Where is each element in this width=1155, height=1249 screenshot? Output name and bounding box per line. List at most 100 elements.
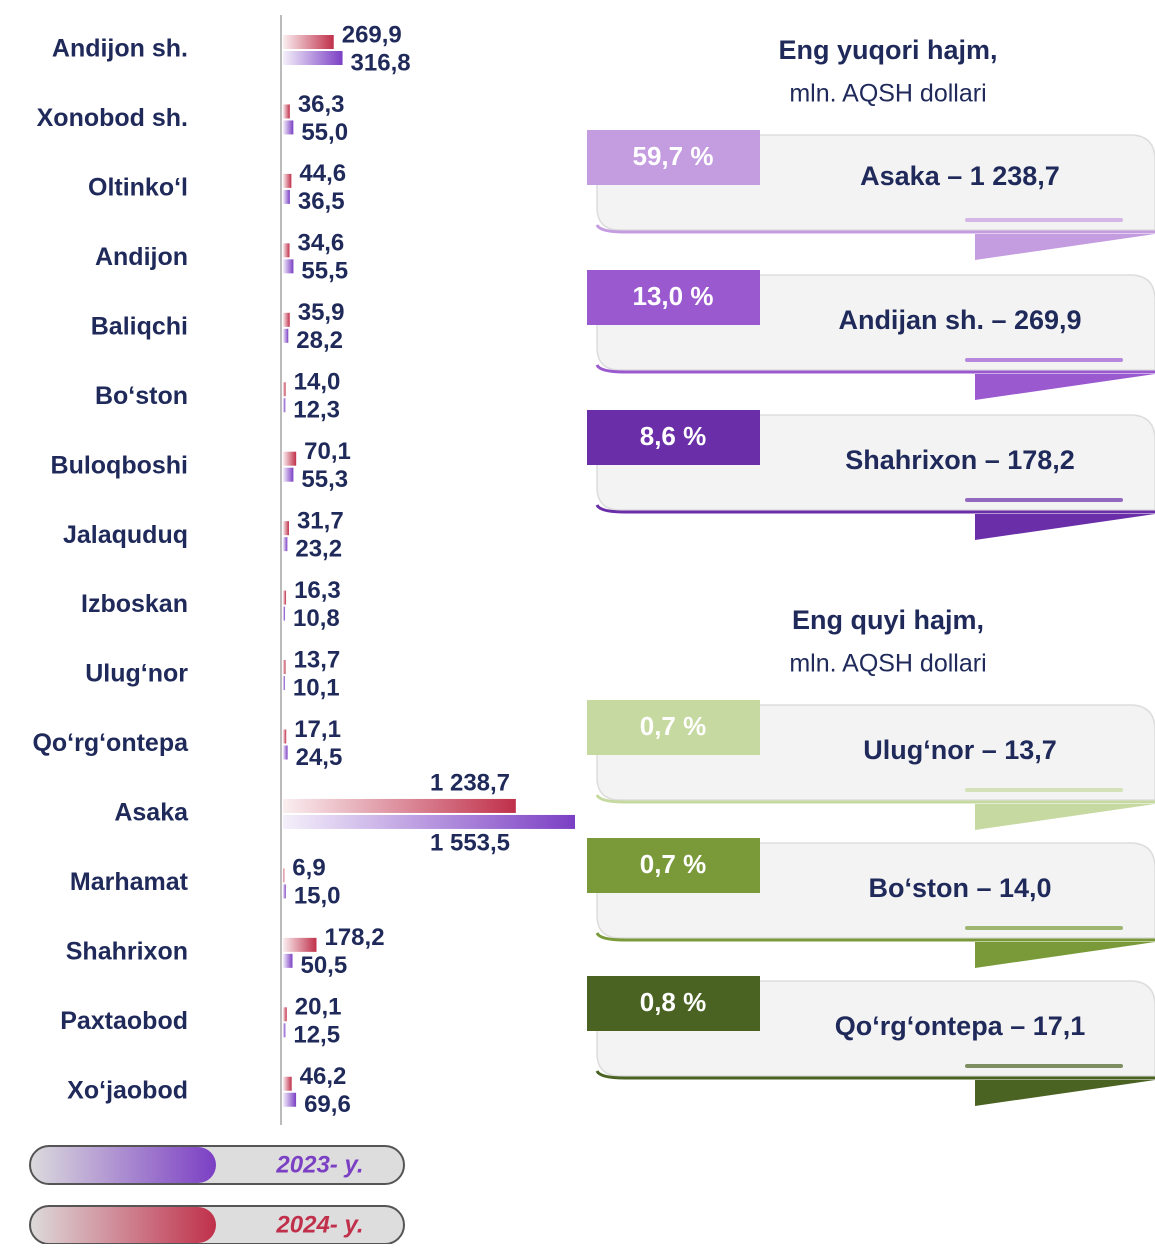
value-label: 69,6 [304, 1091, 351, 1118]
bar [283, 104, 290, 119]
category-label: Marhamat [70, 868, 189, 896]
card-label: Asaka – 1 238,7 [860, 161, 1060, 191]
bar [283, 937, 317, 952]
legend-swatch [31, 1207, 216, 1243]
share-label: 0,7 % [640, 849, 707, 879]
bar [283, 382, 286, 397]
value-label: 12,3 [293, 397, 340, 424]
value-label: 316,8 [351, 49, 411, 76]
value-label: 55,3 [301, 466, 348, 493]
card-ribbon [975, 1080, 1155, 1106]
panel-subtitle: mln. AQSH dollari [789, 80, 986, 108]
share-label: 13,0 % [633, 281, 714, 311]
card-label: Bo‘ston – 14,0 [868, 873, 1051, 903]
value-label: 10,8 [293, 605, 340, 632]
bar [283, 120, 294, 135]
card-underline-small [965, 788, 1123, 792]
value-label: 44,6 [299, 160, 346, 187]
bar [283, 312, 290, 327]
category-label: Buloqboshi [51, 451, 188, 479]
category-label: Bo‘ston [95, 382, 188, 410]
share-label: 0,8 % [640, 987, 707, 1017]
category-label: Oltinko‘l [88, 174, 188, 202]
card-ribbon [975, 234, 1155, 260]
share-tab [587, 700, 760, 755]
bar [283, 814, 575, 829]
legend-swatch [31, 1147, 216, 1183]
card-underline [595, 364, 1155, 374]
value-label: 24,5 [296, 744, 343, 771]
bar [283, 328, 289, 343]
bar [283, 1092, 297, 1107]
panel-title: Eng quyi hajm, [792, 605, 984, 635]
category-label: Shahrixon [66, 937, 188, 965]
category-label: Qo‘rg‘ontepa [32, 729, 189, 757]
value-label: 55,5 [301, 258, 348, 285]
category-label: Ulug‘nor [85, 660, 188, 688]
bar [283, 606, 286, 621]
category-label: Izboskan [81, 590, 188, 618]
category-label: Baliqchi [91, 312, 188, 340]
value-label: 20,1 [295, 994, 342, 1021]
card-underline [595, 1070, 1155, 1080]
share-tab [587, 410, 760, 465]
legend-label: 2023- y. [275, 1151, 363, 1178]
category-label: Xonobod sh. [37, 104, 188, 132]
share-tab [587, 270, 760, 325]
card-label: Ulug‘nor – 13,7 [863, 735, 1057, 765]
value-label: 70,1 [304, 438, 351, 465]
card-label: Andijan sh. – 269,9 [838, 305, 1081, 335]
bar [283, 1023, 286, 1038]
value-label: 34,6 [298, 230, 345, 257]
card-underline [595, 794, 1155, 804]
value-label: 10,1 [293, 674, 340, 701]
card-underline-small [965, 218, 1123, 222]
panel-title: Eng yuqori hajm, [778, 35, 997, 65]
bar [283, 243, 290, 258]
panel-subtitle: mln. AQSH dollari [789, 650, 986, 678]
value-label: 178,2 [324, 924, 384, 951]
value-label: 55,0 [301, 119, 348, 146]
card-underline-small [965, 926, 1123, 930]
share-tab [587, 838, 760, 893]
value-label: 36,3 [298, 91, 345, 118]
card-underline-small [965, 358, 1123, 362]
bar [283, 51, 343, 65]
card-underline [595, 504, 1155, 514]
share-label: 0,7 % [640, 711, 707, 741]
category-label: Xo‘jaobod [67, 1076, 188, 1104]
share-tab [587, 976, 760, 1031]
bar [283, 953, 293, 968]
bar [283, 660, 286, 675]
share-label: 59,7 % [633, 141, 714, 171]
bar [283, 590, 287, 605]
bar [283, 189, 290, 204]
bar [283, 35, 334, 49]
category-label: Paxtaobod [60, 1007, 188, 1035]
bar [283, 537, 288, 552]
bar [283, 884, 286, 899]
card-ribbon [975, 804, 1155, 830]
card-underline-small [965, 1064, 1123, 1068]
category-label: Asaka [114, 799, 189, 827]
value-label: 35,9 [298, 299, 345, 326]
category-label: Andijon [95, 243, 188, 271]
card-label: Shahrixon – 178,2 [845, 445, 1075, 475]
bar [283, 1076, 292, 1091]
value-label: 36,5 [298, 188, 345, 215]
legend-label: 2024- y. [275, 1211, 363, 1238]
bar [283, 451, 297, 466]
value-label: 50,5 [300, 952, 347, 979]
bar [283, 798, 516, 813]
value-label: 17,1 [294, 716, 341, 743]
value-label: 28,2 [296, 327, 343, 354]
bar [283, 259, 294, 274]
bar [283, 729, 287, 744]
bar [283, 868, 285, 883]
share-tab [587, 130, 760, 185]
card-label: Qo‘rg‘ontepa – 17,1 [835, 1011, 1086, 1041]
category-label: Andijon sh. [52, 35, 188, 63]
category-label: Jalaquduq [63, 521, 188, 549]
value-label: 1 238,7 [430, 769, 510, 796]
